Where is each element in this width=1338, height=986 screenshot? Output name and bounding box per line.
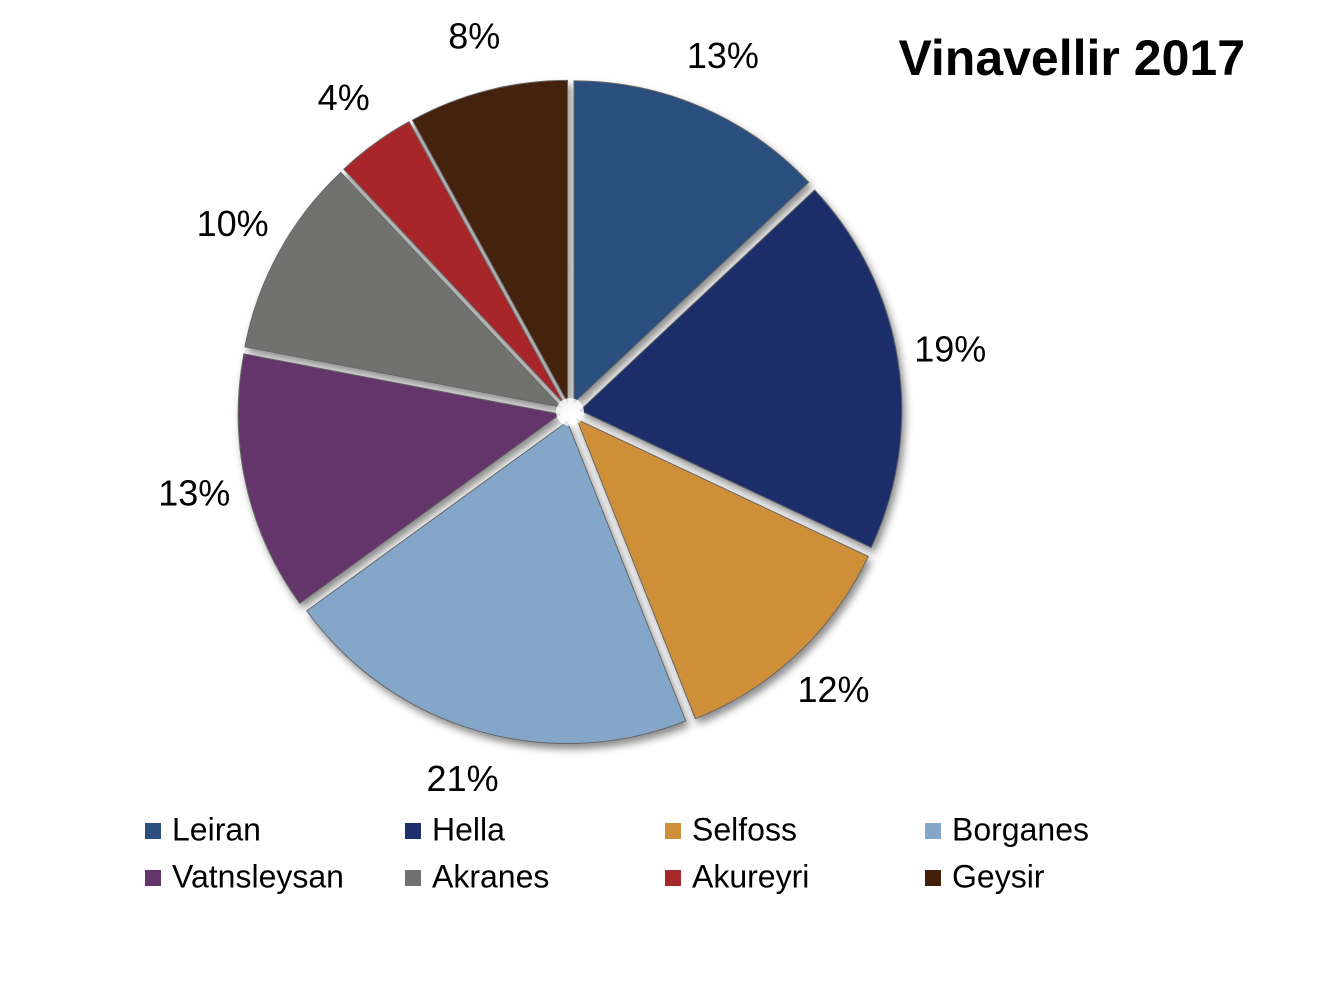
legend-label: Hella — [432, 811, 505, 847]
legend-swatch — [405, 870, 421, 886]
legend-swatch — [925, 870, 941, 886]
pie-slice — [575, 418, 869, 720]
legend-label: Borganes — [952, 811, 1089, 847]
legend-swatch — [665, 870, 681, 886]
pie-slice — [306, 420, 687, 745]
center-highlight — [556, 398, 584, 426]
legend-label: Leiran — [172, 811, 261, 847]
legend-swatch — [145, 870, 161, 886]
data-label: 8% — [448, 16, 500, 57]
legend-label: Akureyri — [692, 858, 809, 894]
data-label: 19% — [914, 328, 986, 369]
data-label: 4% — [318, 77, 370, 118]
legend-swatch — [925, 823, 941, 839]
legend-label: Selfoss — [692, 811, 797, 847]
chart-title: Vinavellir 2017 — [898, 30, 1245, 86]
pie-slice — [237, 353, 562, 605]
pie-slice — [573, 80, 810, 404]
data-label: 13% — [687, 35, 759, 76]
legend-swatch — [405, 823, 421, 839]
data-label: 12% — [798, 669, 870, 710]
pie — [237, 79, 903, 745]
legend-swatch — [145, 823, 161, 839]
legend-label: Akranes — [432, 858, 549, 894]
pie-slice — [578, 189, 903, 549]
pie-slice — [342, 121, 565, 405]
legend-label: Vatnsleysan — [172, 858, 344, 894]
pie-slice — [244, 171, 563, 408]
data-label: 10% — [197, 203, 269, 244]
legend-swatch — [665, 823, 681, 839]
pie-slice — [411, 79, 569, 403]
legend-label: Geysir — [952, 858, 1045, 894]
data-label: 21% — [427, 758, 499, 799]
data-label: 13% — [158, 473, 230, 514]
